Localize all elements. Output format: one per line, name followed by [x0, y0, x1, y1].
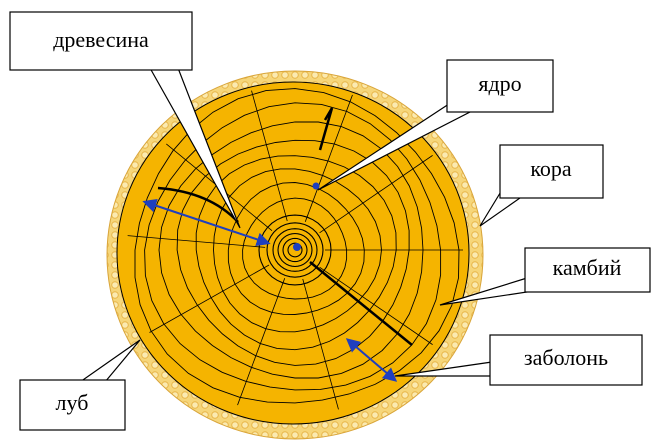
callout-bark: кора	[480, 145, 603, 226]
pith-mark	[293, 243, 301, 251]
label: заболонь	[524, 345, 608, 370]
label: ядро	[478, 71, 521, 96]
label: луб	[56, 390, 89, 415]
callout-bast: луб	[20, 340, 140, 430]
label: древесина	[53, 27, 149, 52]
label: кора	[530, 156, 572, 181]
heart-mark	[313, 183, 320, 190]
tree-diagram: древесина ядро кора камбий заболонь луб	[0, 0, 661, 446]
label: камбий	[553, 255, 622, 280]
